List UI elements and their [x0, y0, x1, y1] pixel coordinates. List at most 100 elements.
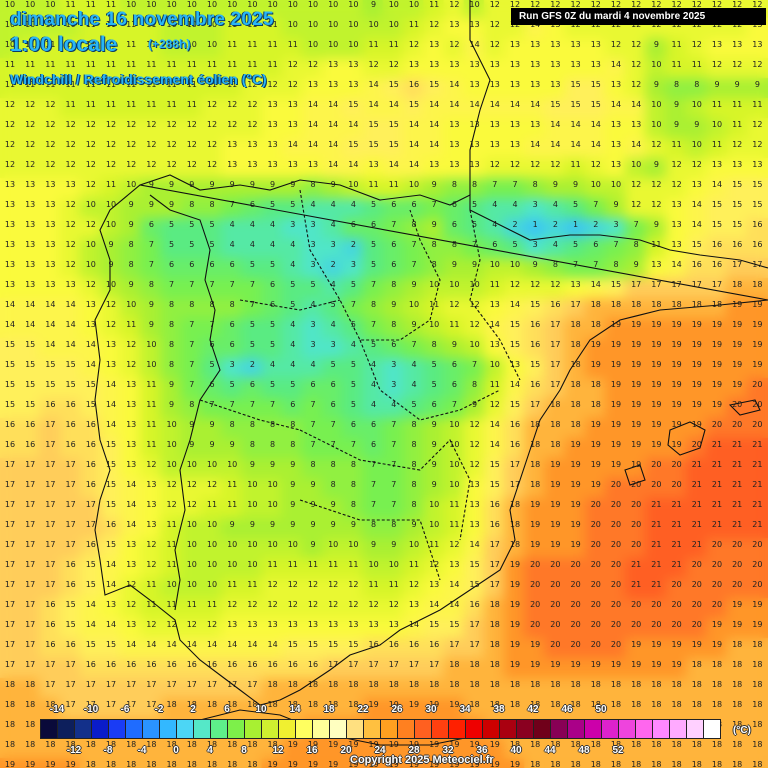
- grid-value: 11: [126, 320, 137, 329]
- grid-value: 18: [227, 760, 238, 768]
- grid-value: 12: [489, 160, 500, 169]
- grid-value: 12: [287, 600, 298, 609]
- grid-value: 6: [270, 280, 276, 289]
- grid-value: 11: [186, 60, 197, 69]
- grid-value: 13: [489, 300, 500, 309]
- grid-value: 12: [126, 160, 137, 169]
- grid-value: 10: [449, 420, 460, 429]
- legend-swatch: [346, 719, 364, 739]
- grid-value: 11: [45, 80, 56, 89]
- grid-value: 12: [186, 120, 197, 129]
- grid-value: 11: [287, 40, 298, 49]
- grid-value: 10: [146, 0, 157, 9]
- grid-value: 19: [610, 340, 622, 349]
- grid-value: 12: [227, 120, 238, 129]
- grid-value: 14: [328, 100, 339, 109]
- grid-value: 12: [489, 40, 500, 49]
- grid-value: 19: [509, 580, 521, 589]
- grid-value: 13: [570, 40, 581, 49]
- grid-value: 9: [290, 500, 296, 509]
- grid-value: 18: [570, 320, 581, 329]
- grid-value: 11: [287, 560, 298, 569]
- grid-value: 14: [429, 600, 440, 609]
- legend-swatch: [312, 719, 330, 739]
- grid-value: 12: [206, 120, 218, 129]
- grid-value: 19: [691, 340, 702, 349]
- grid-value: 19: [590, 340, 601, 349]
- grid-value: 19: [752, 300, 763, 309]
- grid-value: 19: [671, 340, 682, 349]
- grid-value: 11: [65, 100, 76, 109]
- grid-value: 9: [573, 180, 579, 189]
- legend-label-top: 2: [190, 704, 196, 715]
- grid-value: 19: [691, 640, 702, 649]
- grid-value: 19: [550, 460, 561, 469]
- grid-value: 12: [429, 560, 440, 569]
- grid-value: 13: [4, 180, 16, 189]
- grid-value: 16: [146, 660, 157, 669]
- grid-value: 13: [105, 360, 117, 369]
- grid-value: 8: [411, 480, 417, 489]
- grid-value: 13: [126, 420, 137, 429]
- grid-value: 12: [550, 280, 561, 289]
- grid-value: 12: [287, 80, 298, 89]
- grid-value: 15: [25, 380, 36, 389]
- grid-value: 8: [411, 460, 417, 469]
- grid-value: 21: [752, 440, 763, 449]
- grid-value: 11: [146, 420, 157, 429]
- grid-value: 18: [85, 740, 96, 749]
- grid-value: 5: [209, 220, 215, 229]
- grid-value: 4: [330, 320, 336, 329]
- grid-value: 12: [550, 0, 561, 9]
- grid-value: 18: [752, 640, 763, 649]
- grid-value: 21: [671, 540, 682, 549]
- grid-value: 13: [732, 160, 743, 169]
- grid-value: 15: [489, 480, 500, 489]
- grid-value: 11: [570, 160, 581, 169]
- grid-value: 15: [85, 380, 96, 389]
- grid-value: 11: [186, 600, 197, 609]
- grid-value: 12: [247, 100, 258, 109]
- grid-value: 7: [189, 280, 195, 289]
- grid-value: 19: [307, 760, 319, 768]
- grid-value: 12: [247, 80, 258, 89]
- grid-value: 10: [247, 0, 258, 9]
- grid-value: 16: [530, 320, 541, 329]
- grid-value: 12: [509, 280, 521, 289]
- grid-value: 19: [590, 420, 601, 429]
- grid-value: 13: [550, 40, 561, 49]
- ibiza-coastline: [624, 464, 646, 486]
- grid-value: 17: [25, 540, 36, 549]
- grid-value: 18: [570, 340, 581, 349]
- grid-value: 4: [310, 360, 316, 369]
- legend-label-top: 38: [493, 704, 505, 715]
- grid-value: 11: [25, 40, 36, 49]
- grid-value: 12: [469, 320, 480, 329]
- grid-value: 18: [550, 680, 561, 689]
- grid-value: 13: [25, 220, 36, 229]
- grid-value: 12: [65, 260, 76, 269]
- grid-value: 18: [227, 700, 238, 709]
- grid-value: 16: [65, 440, 76, 449]
- grid-value: 18: [105, 760, 117, 768]
- grid-value: 18: [550, 740, 561, 749]
- grid-value: 7: [391, 500, 397, 509]
- grid-value: 12: [105, 140, 117, 149]
- grid-value: 10: [348, 0, 359, 9]
- grid-value: 7: [249, 300, 255, 309]
- grid-value: 13: [328, 620, 339, 629]
- grid-value: 21: [711, 520, 723, 529]
- grid-value: 12: [469, 300, 480, 309]
- grid-value: 14: [85, 600, 96, 609]
- grid-value: 13: [4, 260, 16, 269]
- grid-value: 15: [590, 100, 601, 109]
- grid-value: 21: [711, 460, 723, 469]
- grid-value: 14: [65, 320, 76, 329]
- legend-swatch: [618, 719, 636, 739]
- grid-value: 16: [711, 260, 723, 269]
- grid-value: 3: [391, 360, 397, 369]
- grid-value: 13: [4, 280, 16, 289]
- legend-swatch: [57, 719, 75, 739]
- grid-value: 14: [126, 520, 137, 529]
- grid-value: 18: [570, 740, 581, 749]
